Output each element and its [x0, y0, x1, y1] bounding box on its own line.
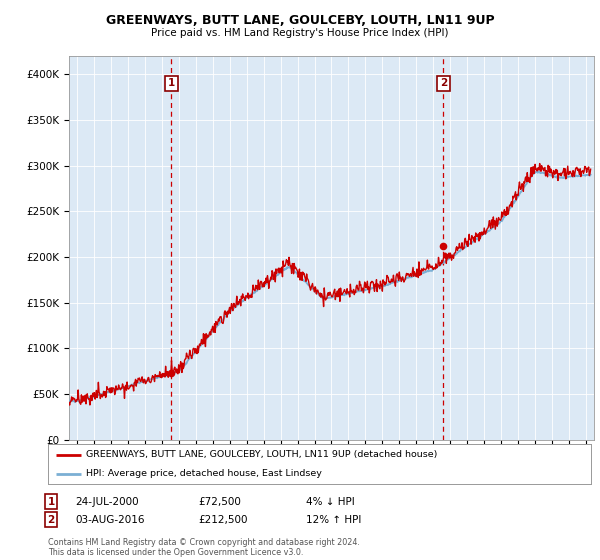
Text: GREENWAYS, BUTT LANE, GOULCEBY, LOUTH, LN11 9UP (detached house): GREENWAYS, BUTT LANE, GOULCEBY, LOUTH, L… [86, 450, 437, 459]
Text: GREENWAYS, BUTT LANE, GOULCEBY, LOUTH, LN11 9UP: GREENWAYS, BUTT LANE, GOULCEBY, LOUTH, L… [106, 14, 494, 27]
Text: £212,500: £212,500 [198, 515, 248, 525]
Text: 2: 2 [47, 515, 55, 525]
Text: 12% ↑ HPI: 12% ↑ HPI [306, 515, 361, 525]
Text: 2: 2 [440, 78, 447, 88]
Text: 24-JUL-2000: 24-JUL-2000 [75, 497, 139, 507]
Text: Price paid vs. HM Land Registry's House Price Index (HPI): Price paid vs. HM Land Registry's House … [151, 28, 449, 38]
Text: 4% ↓ HPI: 4% ↓ HPI [306, 497, 355, 507]
Text: 03-AUG-2016: 03-AUG-2016 [75, 515, 145, 525]
Text: £72,500: £72,500 [198, 497, 241, 507]
Text: HPI: Average price, detached house, East Lindsey: HPI: Average price, detached house, East… [86, 469, 322, 478]
Text: 1: 1 [47, 497, 55, 507]
Text: Contains HM Land Registry data © Crown copyright and database right 2024.
This d: Contains HM Land Registry data © Crown c… [48, 538, 360, 557]
Text: 1: 1 [168, 78, 175, 88]
